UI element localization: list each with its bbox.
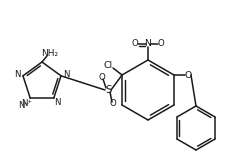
Text: N: N <box>63 70 69 79</box>
Text: O: O <box>184 71 192 80</box>
Text: O: O <box>132 40 138 49</box>
Text: NH₂: NH₂ <box>41 50 58 59</box>
Text: N⁺: N⁺ <box>21 99 32 108</box>
Text: N: N <box>54 98 60 107</box>
Text: Cl: Cl <box>103 61 113 70</box>
Text: O: O <box>110 100 116 109</box>
Text: O: O <box>158 40 164 49</box>
Text: N: N <box>144 40 151 49</box>
Text: O: O <box>99 72 105 82</box>
Text: S: S <box>105 85 111 95</box>
Text: N: N <box>14 70 21 79</box>
Text: N⁻: N⁻ <box>18 101 29 110</box>
